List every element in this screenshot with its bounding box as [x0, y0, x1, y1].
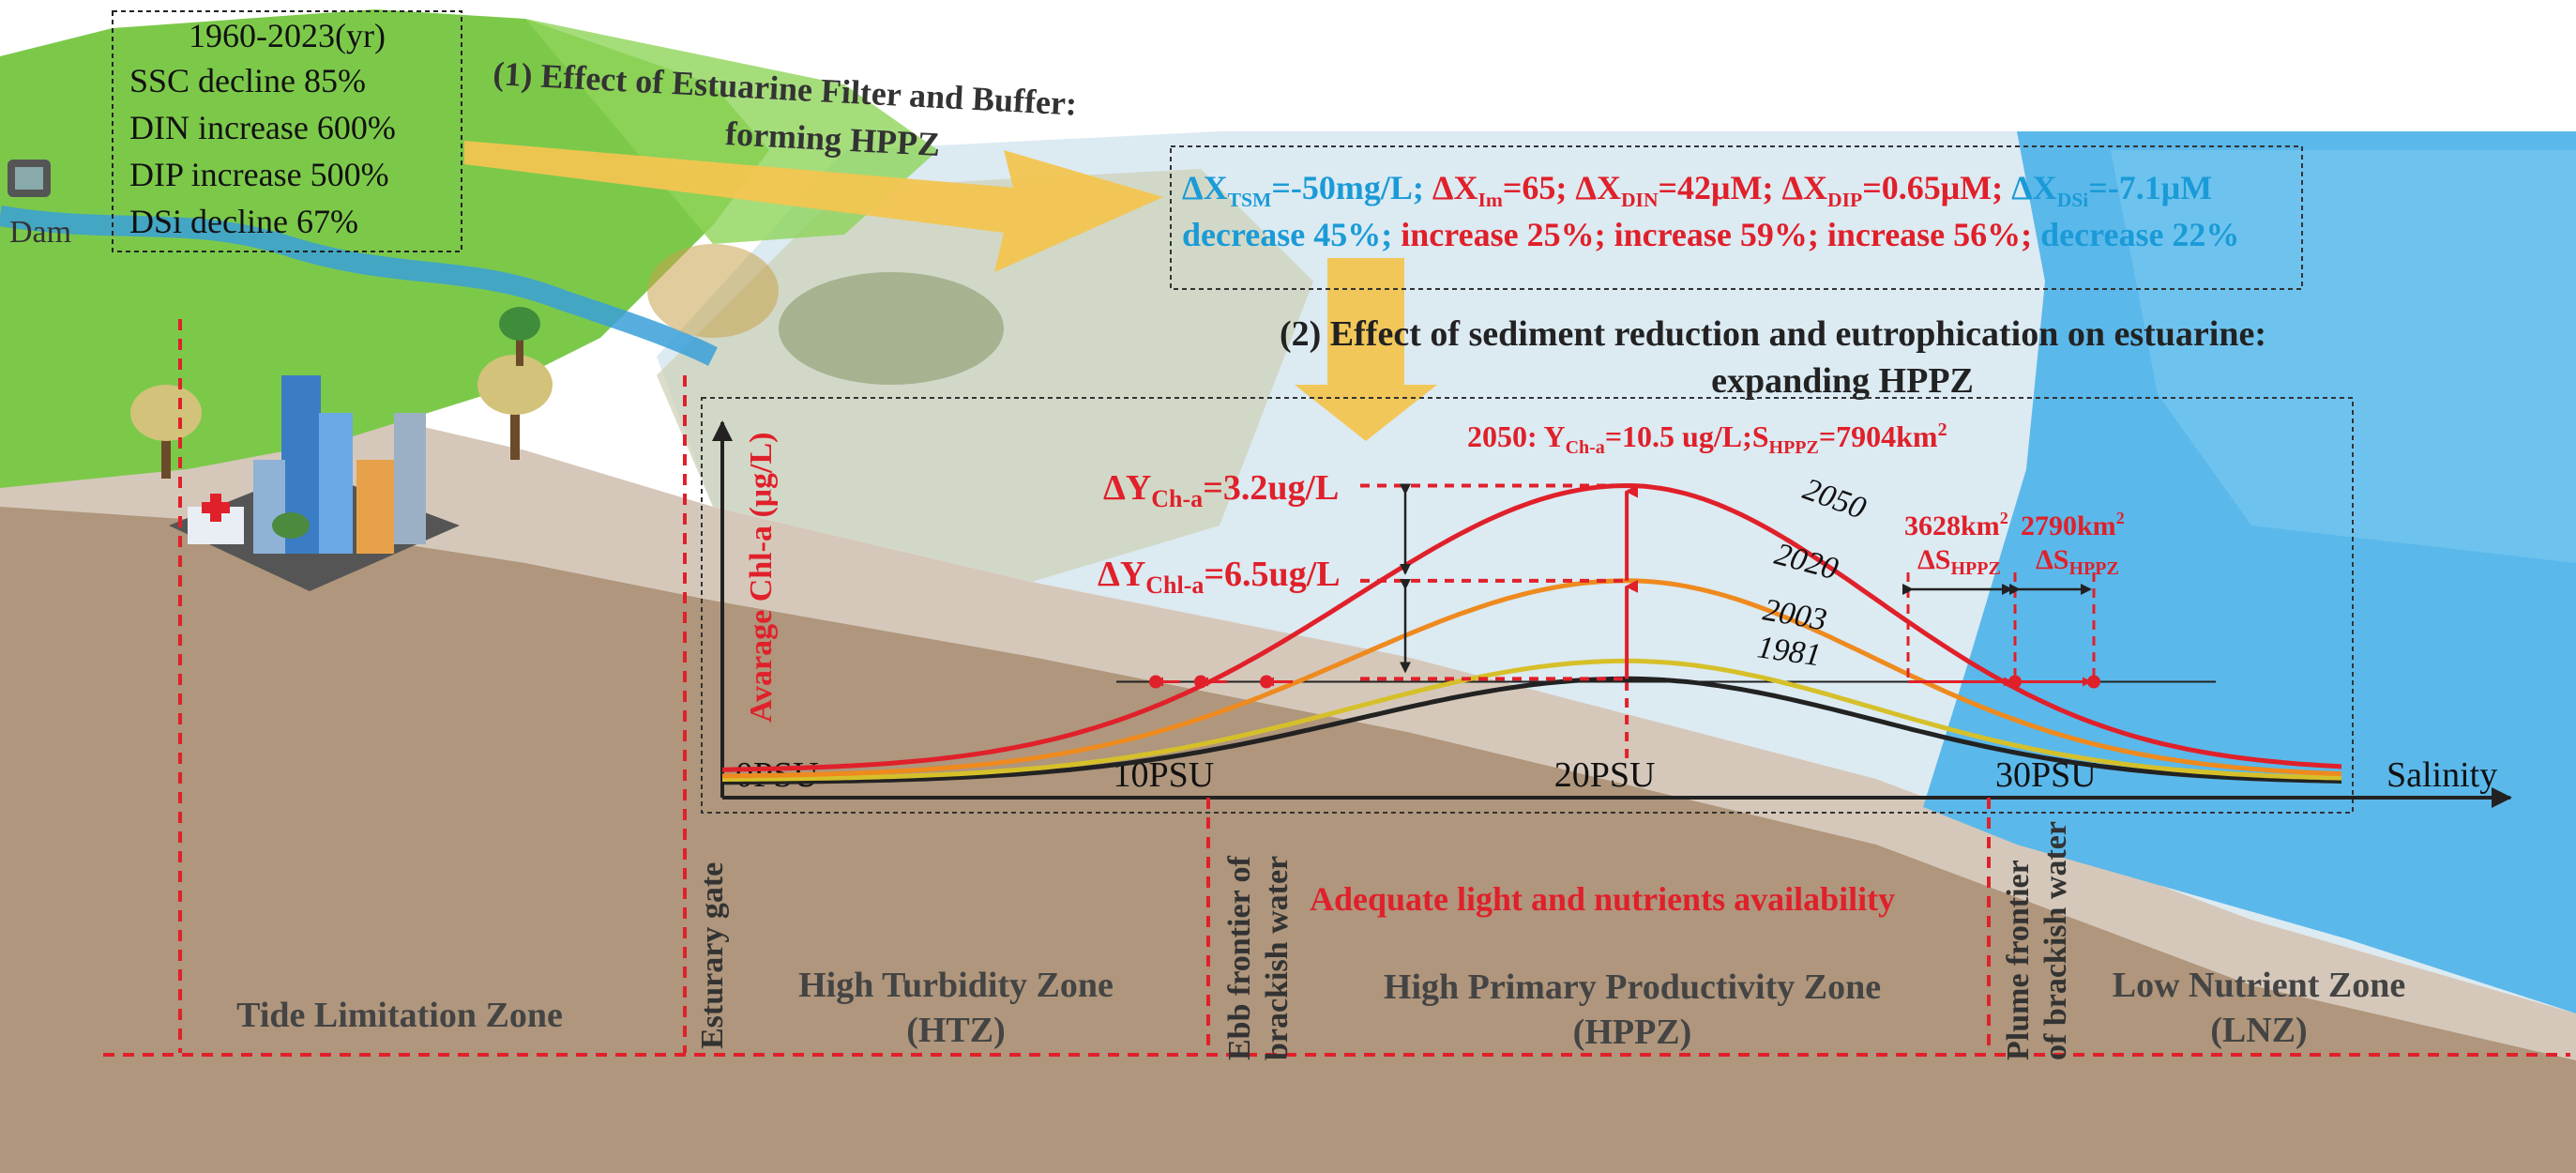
estuary-gate-label: Esturary gate — [695, 862, 730, 1049]
summary-box-border — [112, 10, 462, 252]
dam-label: Dam — [9, 215, 71, 250]
delta-change-2: increase 59%; — [1614, 216, 1827, 253]
zone-htz-label: High Turbidity Zone — [798, 966, 1114, 1005]
annotation-area-value-1: 3628km2 — [1904, 509, 2008, 541]
summary-din: DIN increase 600% — [129, 109, 396, 146]
delta-term-1: ΔX — [1432, 169, 1478, 206]
annotation-dy-upper: ΔYCh-a=3.2ug/L — [1103, 468, 1339, 512]
zone-tide-label: Tide Limitation Zone — [236, 996, 563, 1035]
ebb-frontier-label-2: brackish water — [1260, 856, 1295, 1060]
delta-term-0: ΔX — [1182, 169, 1228, 206]
tree-icon — [130, 385, 202, 479]
series-line-2050 — [721, 482, 2342, 772]
effect2-subtitle: expanding HPPZ — [1711, 361, 1974, 401]
x-tick-label-2: 20PSU — [1554, 755, 1656, 795]
light-nutrient-label: Adequate light and nutrients availabilit… — [1310, 880, 1895, 918]
delta-change-1: increase 25%; — [1401, 216, 1614, 253]
zone-lnz-label: Low Nutrient Zone — [2113, 966, 2405, 1005]
annotation-dy-lower: ΔYChl-a=6.5ug/L — [1098, 555, 1341, 599]
tree-icon-3 — [499, 307, 540, 366]
delta-line-2: decrease 45%; increase 25%; increase 59%… — [1182, 216, 2239, 253]
turbid-water — [657, 169, 1313, 582]
summary-ssc: SSC decline 85% — [129, 62, 366, 99]
intersection-point-right-0 — [2008, 675, 2022, 689]
zone-hppz-label: High Primary Productivity Zone — [1384, 967, 1881, 1007]
zone-dividers — [103, 319, 2570, 1057]
sediment-plume-2 — [647, 244, 779, 338]
dam-icon — [8, 160, 51, 197]
tree-icon-2 — [477, 355, 553, 460]
ebb-frontier-label-1: Ebb frontier of — [1222, 855, 1257, 1060]
delta-change-3: increase 56%; — [1827, 216, 2040, 253]
summary-box: 1960-2023(yr) SSC decline 85% DIN increa… — [112, 10, 462, 252]
summary-period: 1960-2023(yr) — [189, 17, 386, 54]
upper-soil — [0, 375, 2576, 1173]
summary-dip: DIP increase 500% — [129, 156, 389, 193]
ocean-highlight — [2111, 150, 2576, 563]
city-icon — [169, 375, 460, 591]
intersection-point-right-1 — [2087, 675, 2100, 689]
sediment-plume — [779, 272, 1004, 385]
summary-dsi: DSi decline 67% — [129, 203, 358, 240]
intersection-point-left-0 — [1260, 675, 1273, 689]
intersection-point-left-2 — [1149, 675, 1162, 689]
zone-lnz-abbr: (LNZ) — [2210, 1011, 2307, 1050]
annotation-area-label-1: ΔSHPPZ — [1917, 544, 2001, 579]
series-line-1981 — [722, 676, 2342, 785]
downward-arrow — [1295, 258, 1437, 441]
series-line-2003 — [721, 658, 2342, 782]
green-land — [0, 9, 769, 488]
delta-box — [1170, 145, 2303, 290]
series-line-2020 — [722, 578, 2342, 779]
delta-change-0: decrease 45%; — [1182, 216, 1401, 253]
plume-frontier-label-1: Plume frontier — [2001, 860, 2036, 1060]
delta-line-1: ΔXTSM=-50mg/L; ΔXIm=65; ΔXDIN=42μM; ΔXDI… — [1182, 169, 2212, 211]
filter-arrow — [464, 141, 1163, 272]
y-axis-label: Avarage Chl-a (μg/L) — [744, 433, 779, 724]
annotation-area-label-2: ΔSHPPZ — [2036, 544, 2119, 579]
effect2-title: (2) Effect of sediment reduction and eut… — [1280, 314, 2266, 354]
x-axis-label: Salinity — [2387, 755, 2497, 795]
zone-hppz-abbr: (HPPZ) — [1573, 1013, 1692, 1052]
river — [0, 206, 718, 366]
delta-term-3: ΔX — [1781, 169, 1827, 206]
zone-htz-abbr: (HTZ) — [906, 1011, 1006, 1050]
chart-frame — [701, 397, 2354, 814]
delta-term-2: ΔX — [1575, 169, 1621, 206]
annotation-area-value-2: 2790km2 — [2021, 509, 2125, 541]
delta-term-4: ΔX — [2011, 169, 2057, 206]
annotation-2050: 2050: YCh-a=10.5 ug/L;SHPPZ=7904km2 — [1467, 419, 1947, 458]
intersection-point-left-1 — [1194, 675, 1207, 689]
delta-change-4: decrease 22% — [2040, 216, 2239, 253]
plume-frontier-label-2: of brackish water — [2038, 821, 2073, 1060]
